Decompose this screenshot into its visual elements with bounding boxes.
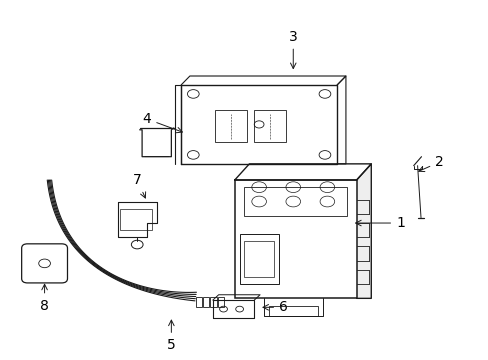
Bar <box>244 187 346 216</box>
Bar <box>210 297 216 307</box>
Bar <box>203 297 209 307</box>
Text: 6: 6 <box>263 300 287 314</box>
Text: 8: 8 <box>40 284 49 312</box>
Text: 1: 1 <box>355 216 404 230</box>
Text: 2: 2 <box>418 155 443 172</box>
Text: 7: 7 <box>133 173 145 198</box>
Bar <box>215 110 246 142</box>
Bar <box>254 110 285 142</box>
Polygon shape <box>356 164 370 298</box>
Bar <box>120 209 152 230</box>
Bar <box>217 297 224 307</box>
Text: 4: 4 <box>142 112 182 133</box>
Bar <box>268 306 317 316</box>
Bar <box>234 180 356 298</box>
Bar <box>244 241 273 277</box>
Bar <box>195 297 202 307</box>
Bar <box>239 234 278 284</box>
Text: 3: 3 <box>288 30 297 68</box>
Text: 5: 5 <box>166 320 175 352</box>
